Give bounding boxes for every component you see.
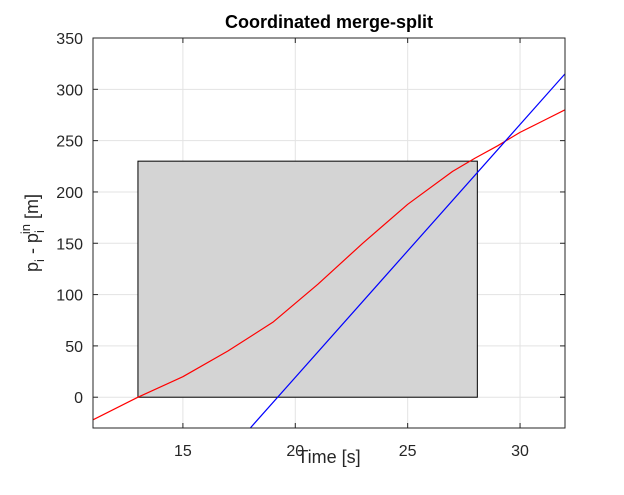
y-tick-label: 0	[74, 390, 83, 407]
shaded-region	[137, 160, 478, 398]
series-lines	[93, 73, 565, 428]
y-label-unit: [m]	[22, 194, 42, 224]
y-tick-label: 350	[56, 31, 83, 48]
y-label-base1: p	[22, 262, 42, 272]
y-tick-label: 200	[56, 185, 83, 202]
y-label-sub1: i	[32, 259, 47, 262]
y-label-sub2: i	[32, 230, 47, 233]
series-line-2	[249, 73, 565, 428]
y-label-mid: - p	[22, 233, 42, 259]
series-line-1	[93, 109, 565, 421]
x-axis-label: Time [s]	[297, 447, 360, 467]
y-axis-label: pi - piin [m]	[18, 194, 47, 272]
y-label-sup2: in	[18, 224, 33, 234]
x-tick-label: 25	[399, 443, 417, 460]
y-tick-label: 250	[56, 134, 83, 151]
x-tick-label: 20	[286, 443, 304, 460]
x-tick-label: 15	[174, 443, 192, 460]
y-tick-label: 300	[56, 82, 83, 99]
y-tick-label: 150	[56, 236, 83, 253]
x-tick-label: 30	[511, 443, 529, 460]
y-tick-label: 100	[56, 288, 83, 305]
plot-box	[92, 37, 566, 429]
y-tick-label: 50	[65, 339, 83, 356]
tick-marks	[93, 37, 565, 428]
chart-title: Coordinated merge-split	[225, 12, 433, 32]
